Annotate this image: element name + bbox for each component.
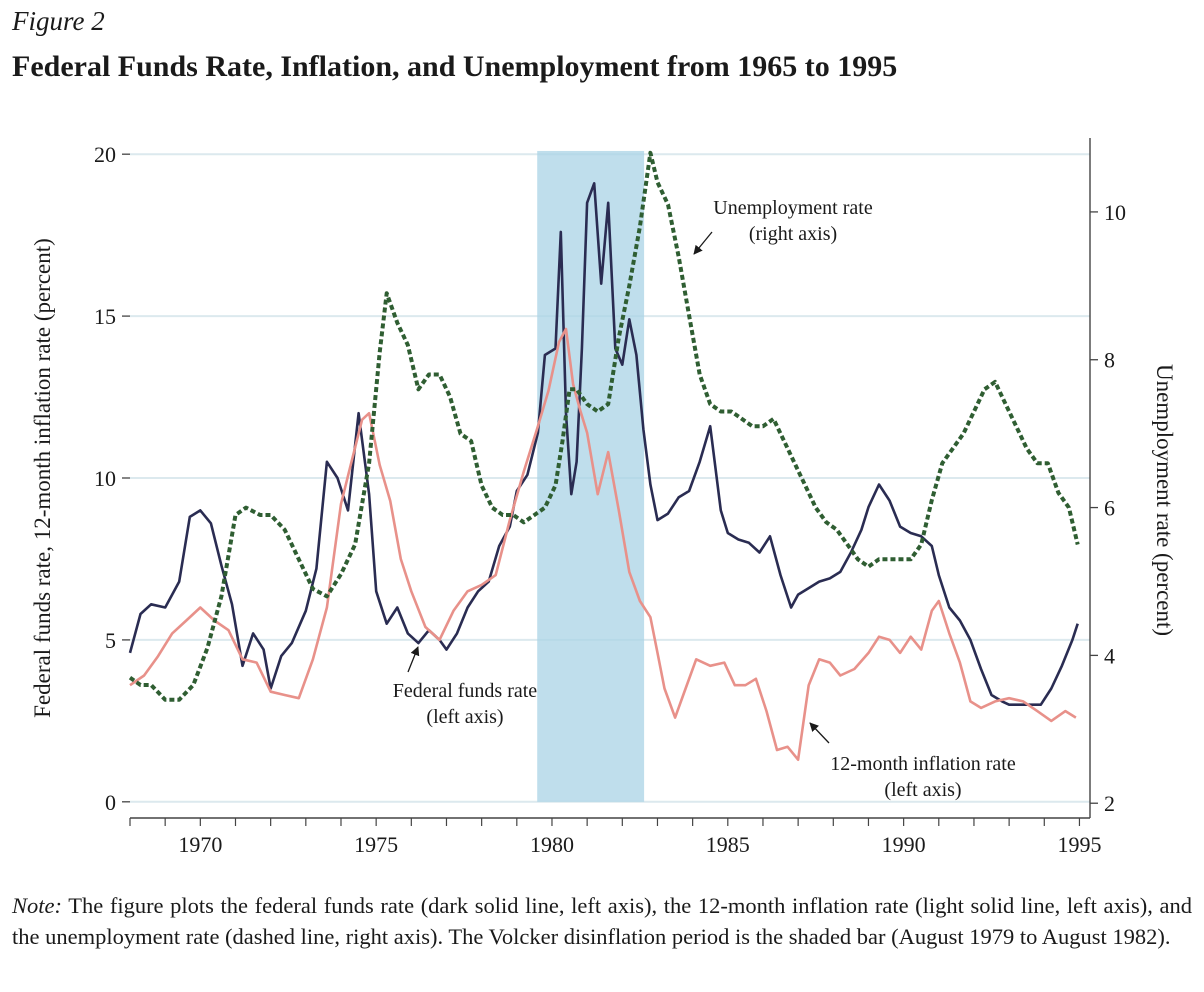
- annotation-inflation-arrow: [809, 722, 830, 744]
- annotation-fedfunds-line2: (left axis): [426, 706, 503, 728]
- left-axis-label: Federal funds rate, 12-month inflation r…: [30, 238, 55, 718]
- note-label: Note:: [12, 893, 62, 918]
- x-tick-label: 1980: [530, 832, 574, 857]
- right-axis-ticks: 2 4 6 8 10: [1090, 200, 1126, 816]
- annotation-unemployment: Unemployment rate (right axis): [693, 197, 873, 255]
- annotation-inflation: 12-month inflation rate (left axis): [809, 722, 1016, 801]
- x-tick-label: 1995: [1057, 832, 1101, 857]
- left-tick-label: 10: [94, 466, 116, 491]
- series-unemployment-rate: [128, 150, 1080, 702]
- line-chart: 0 5 10 15 20 2 4 6 8 10 1970 1975 1980 1985 1990 1995…: [30, 138, 1177, 857]
- right-axis-label: Unemployment rate (percent): [1152, 364, 1177, 636]
- x-tick-label: 1970: [178, 832, 222, 857]
- figure-label: Figure 2: [12, 6, 105, 36]
- left-tick-label: 20: [94, 142, 116, 167]
- annotation-inflation-line1: 12-month inflation rate: [830, 753, 1016, 775]
- right-tick-label: 2: [1104, 791, 1115, 816]
- annotation-fedfunds: Federal funds rate (left axis): [393, 646, 538, 728]
- series-lines: [128, 150, 1080, 762]
- left-axis-ticks: 0 5 10 15 20: [94, 142, 130, 815]
- right-tick-label: 8: [1104, 348, 1115, 373]
- left-tick-label: 0: [105, 790, 116, 815]
- right-tick-label: 10: [1104, 200, 1126, 225]
- x-tick-label: 1990: [882, 832, 926, 857]
- annotation-unemployment-line2: (right axis): [749, 223, 837, 245]
- right-tick-label: 6: [1104, 496, 1115, 521]
- x-tick-label: 1975: [354, 832, 398, 857]
- annotation-unemployment-line1: Unemployment rate: [713, 197, 873, 219]
- right-tick-label: 4: [1104, 643, 1115, 668]
- annotation-inflation-line2: (left axis): [884, 779, 961, 801]
- volcker-shaded-bar: [537, 150, 645, 802]
- series-inflation-rate: [129, 327, 1077, 762]
- annotation-fedfunds-arrow: [407, 646, 420, 673]
- figure-title: Federal Funds Rate, Inflation, and Unemp…: [12, 50, 898, 83]
- x-axis-ticks: 1970 1975 1980 1985 1990 1995: [129, 818, 1101, 857]
- x-tick-label: 1985: [706, 832, 750, 857]
- left-tick-label: 15: [94, 304, 116, 329]
- note-text: The figure plots the federal funds rate …: [12, 893, 1192, 949]
- annotation-fedfunds-line1: Federal funds rate: [393, 680, 538, 702]
- figure-note: Note: The figure plots the federal funds…: [12, 890, 1192, 952]
- axes: [130, 138, 1091, 819]
- annotation-unemployment-arrow: [693, 231, 713, 255]
- left-tick-label: 5: [105, 628, 116, 653]
